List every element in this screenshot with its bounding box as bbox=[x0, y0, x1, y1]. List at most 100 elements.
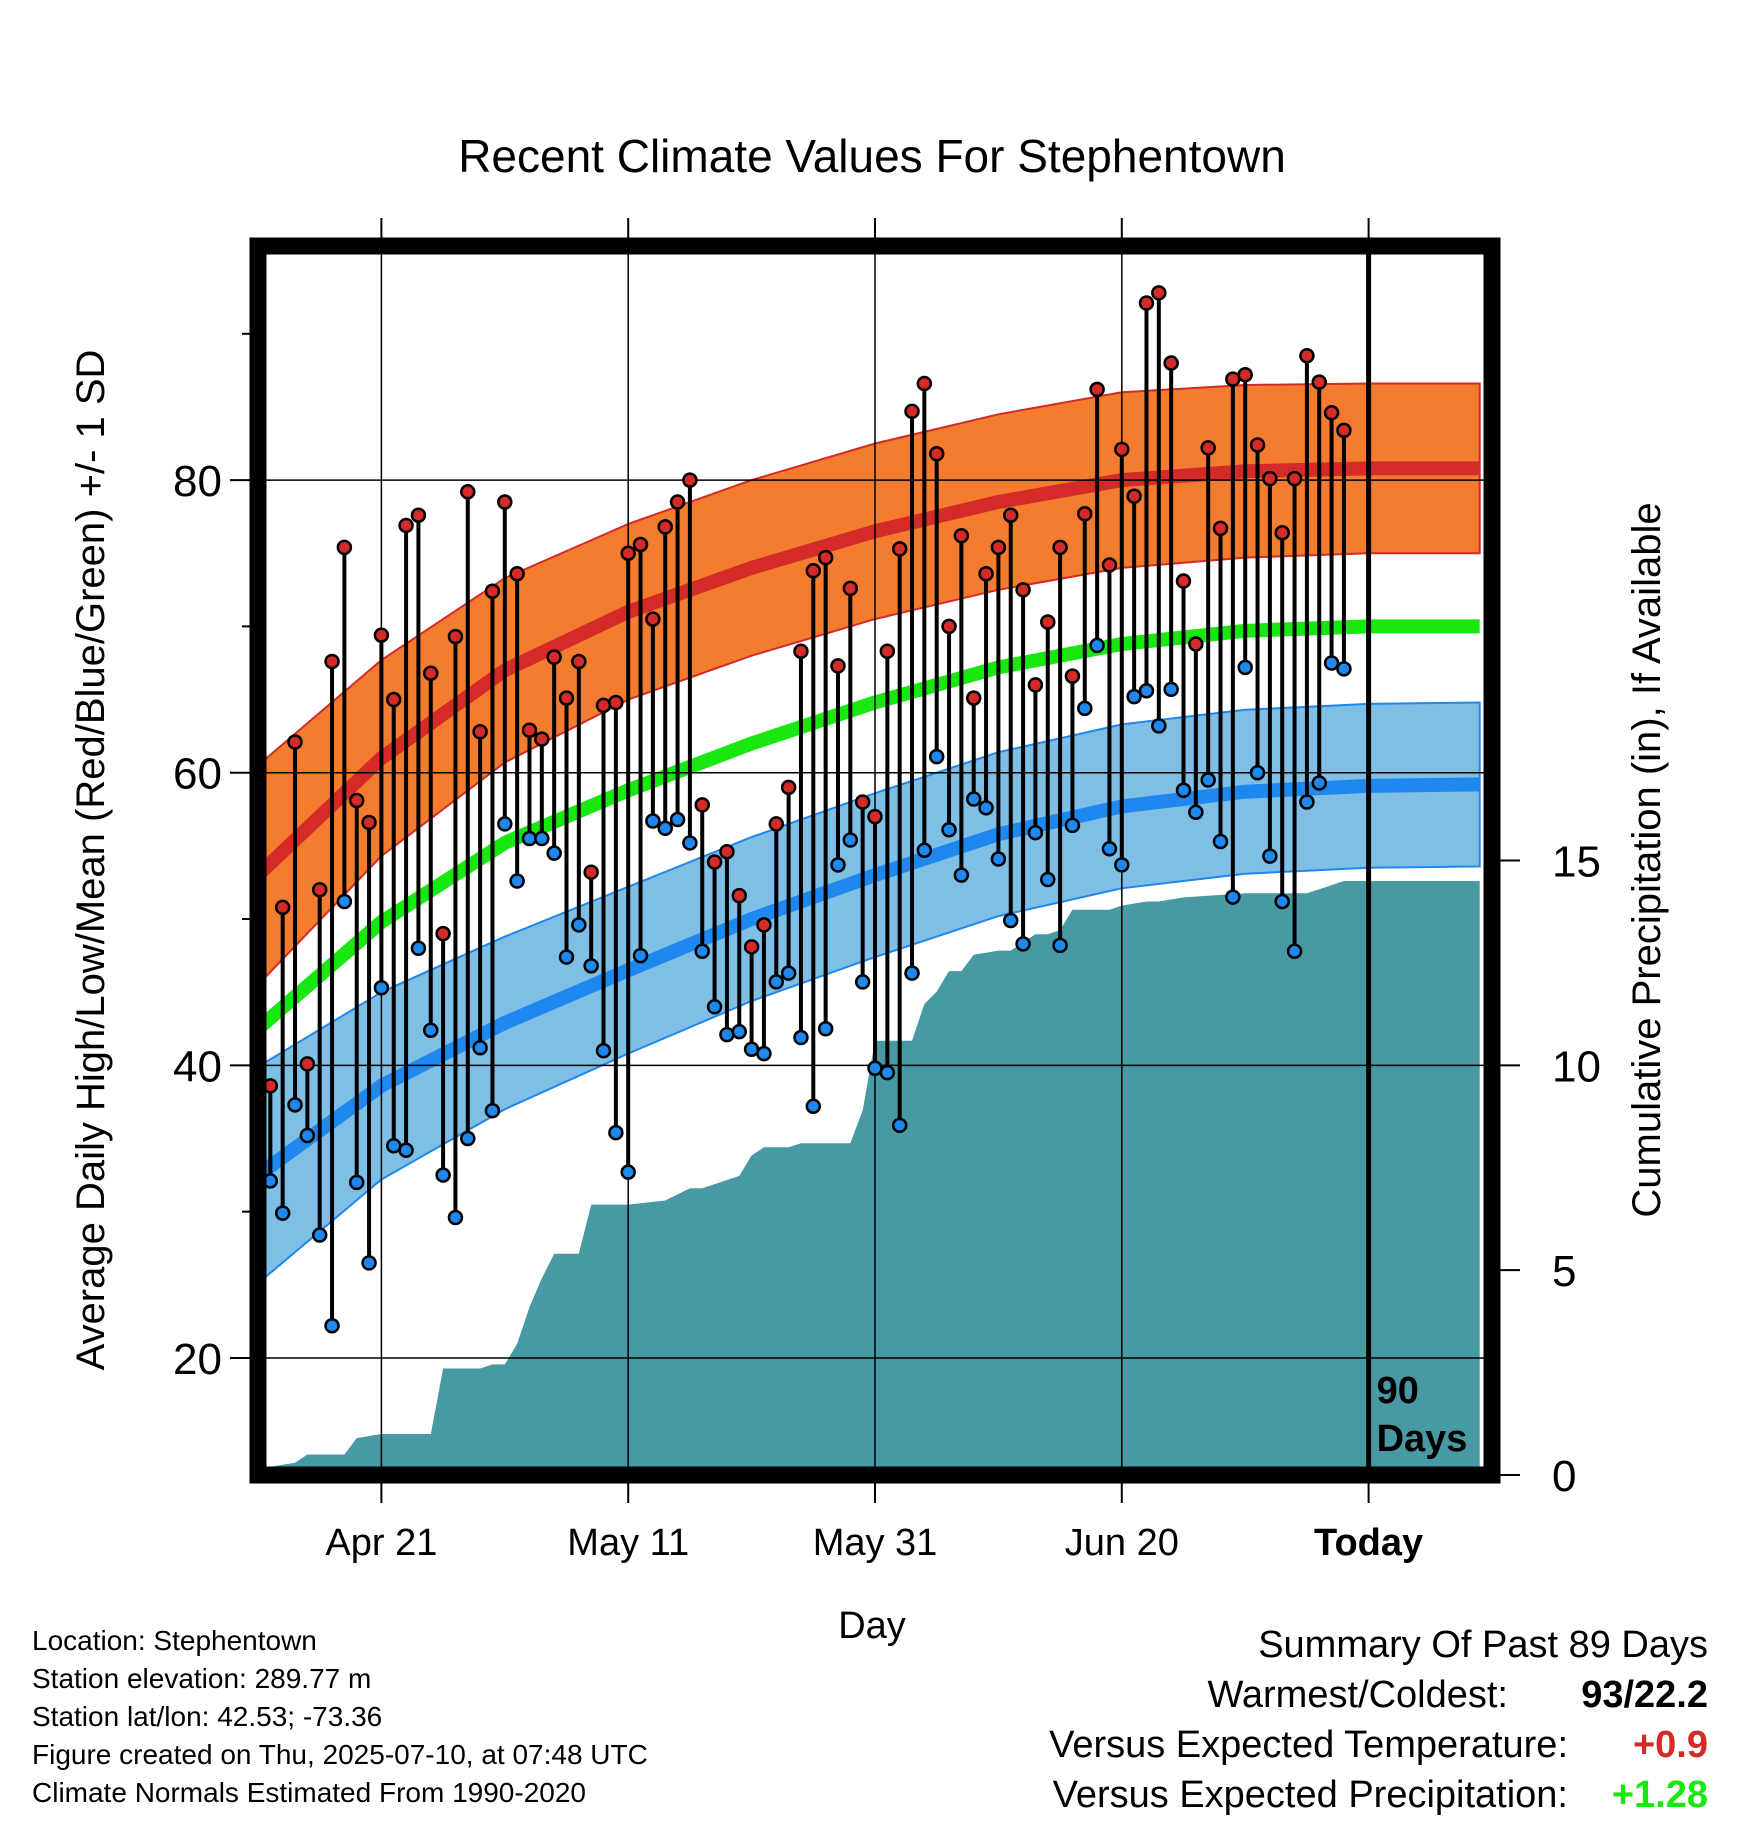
daily-high-point bbox=[1077, 505, 1093, 522]
daily-low-point bbox=[361, 1255, 377, 1271]
daily-high-point bbox=[1114, 441, 1130, 458]
daily-high-point bbox=[978, 565, 994, 582]
daily-low-point bbox=[1114, 857, 1130, 873]
daily-high-point bbox=[1225, 371, 1241, 387]
daily-low-point bbox=[842, 832, 859, 848]
daily-low-point bbox=[1286, 943, 1303, 959]
daily-high-point bbox=[447, 628, 464, 645]
daily-low-point bbox=[398, 1142, 414, 1158]
location-text: Location: Stephentown bbox=[32, 1625, 317, 1656]
daily-high-point bbox=[620, 545, 636, 561]
y2-tick-label: 5 bbox=[1552, 1247, 1576, 1296]
daily-high-point bbox=[706, 854, 723, 870]
daily-low-point bbox=[916, 842, 933, 859]
daily-low-point bbox=[1262, 848, 1278, 864]
daily-high-point bbox=[743, 939, 760, 955]
daily-low-point bbox=[1249, 764, 1266, 781]
daily-low-point bbox=[1336, 661, 1352, 677]
daily-high-point bbox=[1175, 573, 1192, 589]
x-tick-label: Today bbox=[1314, 1522, 1423, 1564]
daily-high-point bbox=[299, 1056, 316, 1072]
daily-low-point bbox=[1299, 794, 1315, 810]
x-tick-label: May 31 bbox=[813, 1522, 938, 1564]
daily-high-point bbox=[398, 517, 414, 534]
daily-high-point bbox=[1151, 285, 1167, 301]
daily-high-point bbox=[1015, 582, 1031, 598]
daily-high-point bbox=[854, 794, 871, 810]
daily-low-point bbox=[1015, 936, 1031, 952]
daily-low-point bbox=[423, 1022, 439, 1038]
daily-low-point bbox=[1151, 718, 1167, 734]
daily-low-point bbox=[879, 1064, 896, 1081]
daily-high-point bbox=[1237, 367, 1253, 383]
y-tick-label: 60 bbox=[173, 750, 222, 799]
daily-high-point bbox=[1249, 437, 1266, 453]
daily-high-point bbox=[780, 779, 797, 796]
y-tick-label: 40 bbox=[173, 1042, 222, 1091]
daily-low-point bbox=[385, 1138, 402, 1154]
y2-tick-label: 10 bbox=[1552, 1042, 1601, 1091]
daily-low-point bbox=[1200, 772, 1216, 788]
daily-low-point bbox=[805, 1098, 822, 1115]
daily-low-point bbox=[608, 1124, 624, 1141]
daily-high-point bbox=[669, 494, 686, 510]
daily-low-point bbox=[460, 1130, 476, 1147]
daily-high-point bbox=[891, 541, 908, 557]
low-sd-band bbox=[258, 701, 1481, 1285]
daily-low-point bbox=[632, 947, 649, 964]
daily-high-point bbox=[719, 843, 735, 860]
daily-low-point bbox=[743, 1041, 760, 1057]
daily-low-point bbox=[521, 830, 538, 847]
daily-high-point bbox=[916, 375, 933, 392]
daily-high-point bbox=[1040, 614, 1056, 630]
y-axis-label: Average Daily High/Low/Mean (Red/Blue/Gr… bbox=[69, 350, 113, 1371]
daily-low-point bbox=[274, 1205, 291, 1221]
daily-high-point bbox=[558, 690, 575, 706]
daily-high-point bbox=[385, 691, 402, 708]
daily-low-point bbox=[793, 1029, 809, 1046]
summary-title: Summary Of Past 89 Days bbox=[1258, 1624, 1708, 1666]
daily-low-point bbox=[1138, 683, 1155, 699]
daily-high-point bbox=[1101, 557, 1118, 573]
x-axis-label: Day bbox=[838, 1605, 906, 1647]
cumulative-precip-area bbox=[258, 881, 1480, 1475]
daily-high-point bbox=[1188, 636, 1204, 652]
daily-high-point bbox=[682, 472, 698, 488]
y2-axis-label: Cumulative Precipitation (in), If Availa… bbox=[1625, 502, 1669, 1217]
y-tick-label: 20 bbox=[173, 1335, 222, 1384]
daily-high-point bbox=[1002, 507, 1019, 523]
daily-low-point bbox=[854, 974, 871, 990]
daily-low-point bbox=[497, 816, 513, 832]
temp-value: +0.9 bbox=[1632, 1724, 1708, 1766]
daily-low-point bbox=[694, 943, 710, 959]
daily-high-point bbox=[928, 446, 945, 462]
daily-low-point bbox=[534, 830, 550, 847]
precip-value: +1.28 bbox=[1611, 1774, 1708, 1816]
daily-low-point bbox=[1027, 824, 1044, 841]
daily-high-point bbox=[990, 539, 1007, 556]
created-text: Figure created on Thu, 2025-07-10, at 07… bbox=[32, 1739, 648, 1770]
x-tick-label: Apr 21 bbox=[325, 1522, 437, 1564]
daily-high-point bbox=[311, 882, 328, 898]
daily-high-point bbox=[484, 583, 501, 600]
daily-low-point bbox=[706, 999, 723, 1015]
daily-low-point bbox=[1089, 637, 1105, 654]
plot-area: 90 Days bbox=[258, 246, 1492, 1475]
daily-low-point bbox=[1077, 700, 1093, 717]
daily-low-point bbox=[867, 1060, 883, 1077]
daily-high-point bbox=[1274, 525, 1290, 541]
daily-low-point bbox=[645, 813, 661, 829]
daily-high-point bbox=[830, 658, 846, 674]
daily-high-point bbox=[460, 484, 476, 500]
daily-high-point bbox=[521, 722, 538, 739]
daily-high-point bbox=[546, 649, 562, 665]
daily-low-point bbox=[978, 800, 994, 816]
daily-low-point bbox=[817, 1021, 834, 1037]
daily-high-point bbox=[1064, 668, 1081, 684]
daily-high-point bbox=[497, 494, 513, 510]
daily-low-point bbox=[287, 1097, 303, 1113]
daily-low-point bbox=[928, 748, 945, 765]
y-tick-label: 80 bbox=[173, 457, 222, 506]
daily-high-point bbox=[731, 887, 748, 904]
